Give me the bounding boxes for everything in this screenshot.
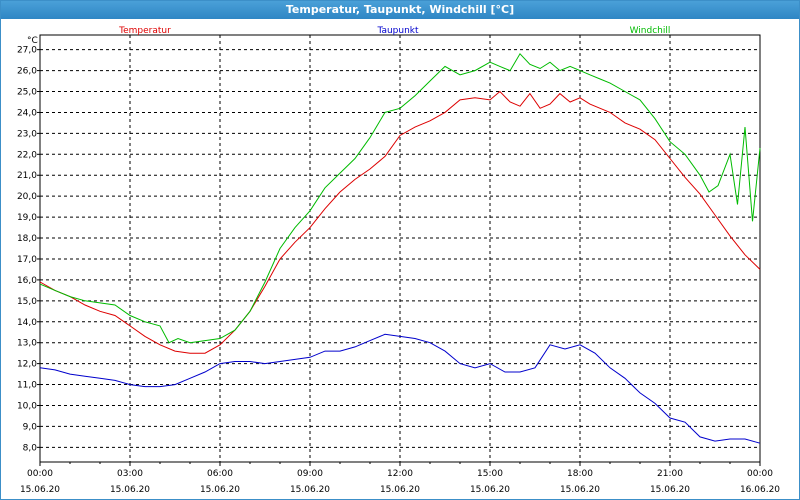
y-tick-label: 14,0 — [17, 318, 37, 328]
x-tick-time: 00:00 — [747, 469, 773, 479]
y-tick-label: 12,0 — [17, 360, 37, 370]
y-tick-label: 13,0 — [17, 339, 37, 349]
x-tick-time: 06:00 — [207, 469, 233, 479]
y-tick-label: 23,0 — [17, 129, 37, 139]
y-tick-label: 27,0 — [17, 46, 37, 56]
x-tick-date: 15.06.20 — [200, 485, 240, 495]
x-tick-date: 15.06.20 — [20, 485, 60, 495]
y-tick-label: 24,0 — [17, 108, 37, 118]
y-tick-label: 18,0 — [17, 234, 37, 244]
series-line-taupunkt — [39, 333, 761, 444]
x-tick-time: 12:00 — [387, 469, 413, 479]
x-tick-date: 15.06.20 — [290, 485, 330, 495]
y-tick-label: 17,0 — [17, 255, 37, 265]
legend-item-windchill: Windchill — [630, 26, 671, 36]
y-tick-label: 11,0 — [17, 381, 37, 391]
x-tick-date: 15.06.20 — [110, 485, 150, 495]
x-tick-date: 15.06.20 — [560, 485, 600, 495]
legend-item-taupunkt: Taupunkt — [376, 26, 419, 36]
series-line-windchill — [39, 52, 761, 344]
x-tick-date: 15.06.20 — [380, 485, 420, 495]
y-tick-label: 15,0 — [17, 297, 37, 307]
x-tick-time: 00:00 — [27, 469, 53, 479]
x-tick-time: 09:00 — [297, 469, 323, 479]
chart-legend: Temperatur Taupunkt Windchill — [118, 26, 670, 36]
legend-item-temperatur: Temperatur — [118, 26, 171, 36]
x-tick-date: 15.06.20 — [470, 485, 510, 495]
x-tick-time: 18:00 — [567, 469, 593, 479]
y-axis: 8,0 9,0 10,0 11,0 12,0 13,0 14,0 15,0 16,0 17,0 18… — [17, 46, 40, 453]
x-tick-date: 15.06.20 — [650, 485, 690, 495]
chart-grid — [40, 35, 760, 462]
y-axis-label: °C — [27, 36, 38, 46]
y-tick-label: 19,0 — [17, 213, 37, 223]
x-tick-time: 03:00 — [117, 469, 143, 479]
y-tick-label: 10,0 — [17, 401, 37, 411]
y-tick-label: 16,0 — [17, 276, 37, 286]
x-tick-time: 15:00 — [477, 469, 503, 479]
y-tick-label: 8,0 — [23, 443, 38, 453]
chart-series — [39, 52, 761, 444]
y-tick-label: 22,0 — [17, 150, 37, 160]
x-tick-date: 16.06.20 — [740, 485, 780, 495]
x-axis: 00:00 15.06.20 03:00 15.06.20 06:00 15.06.20 0… — [20, 462, 780, 495]
window-title: Temperatur, Taupunkt, Windchill [°C] — [1, 1, 799, 19]
series-line-temperatur — [39, 90, 761, 354]
y-tick-label: 9,0 — [23, 422, 38, 432]
x-tick-time: 21:00 — [657, 469, 683, 479]
y-tick-label: 25,0 — [17, 88, 37, 98]
y-tick-label: 21,0 — [17, 171, 37, 181]
y-tick-label: 26,0 — [17, 67, 37, 77]
y-tick-label: 20,0 — [17, 192, 37, 202]
